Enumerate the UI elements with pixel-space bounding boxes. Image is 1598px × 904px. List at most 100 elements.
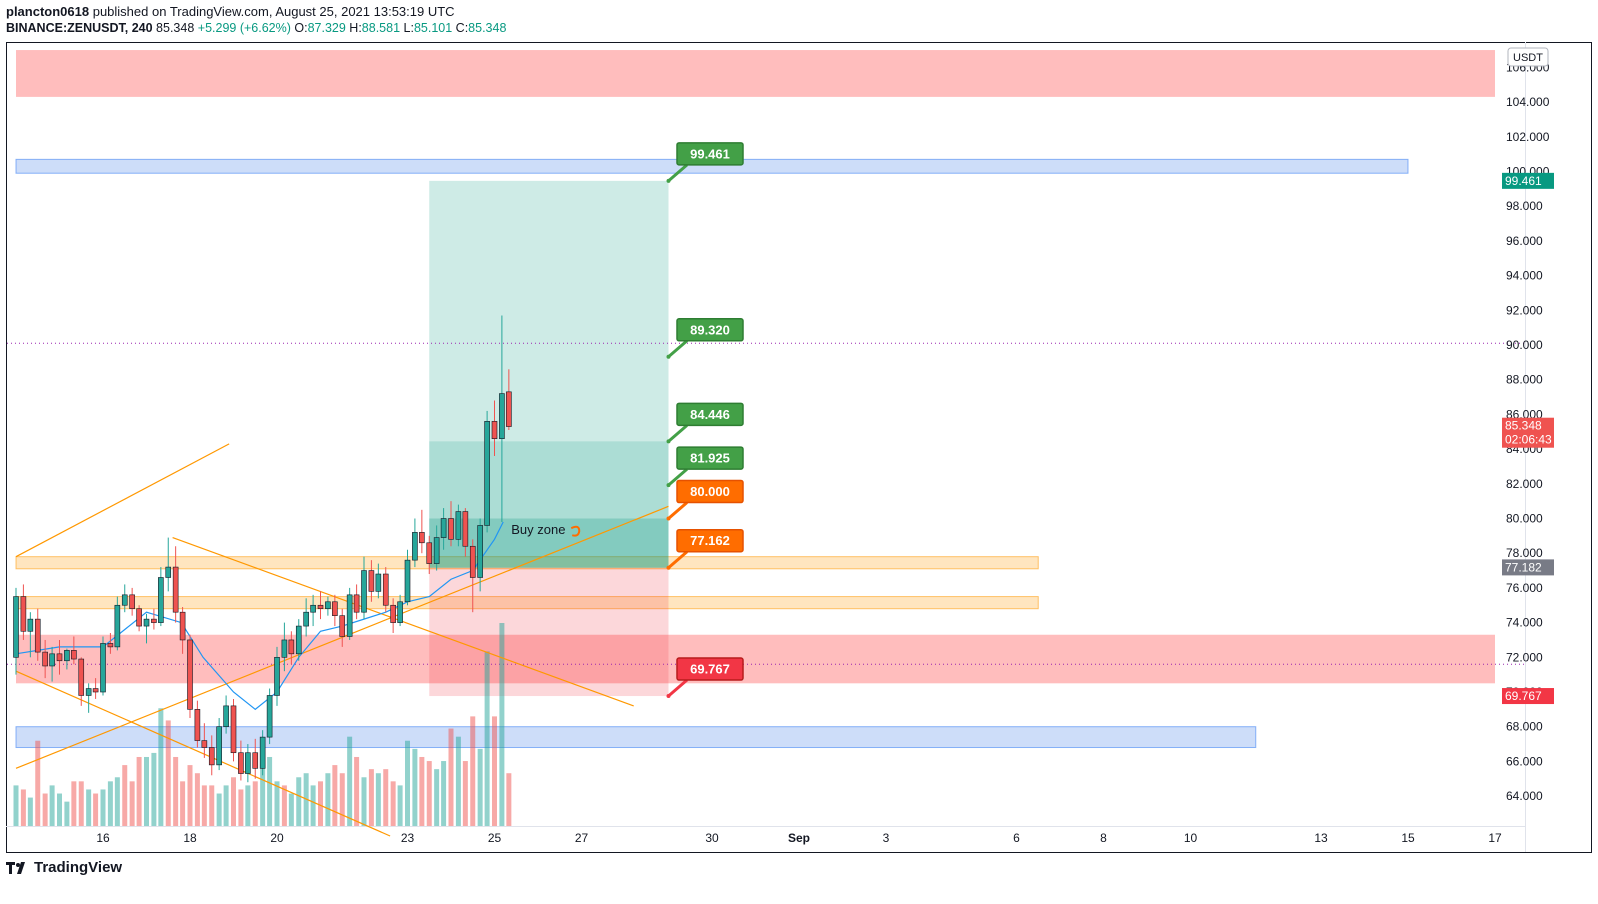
x-tick-label: 20 <box>270 831 284 845</box>
volume-bar <box>173 756 179 826</box>
y-tick-label: 96.000 <box>1506 234 1543 248</box>
candle <box>325 596 331 616</box>
price-callout-target[interactable]: 89.320 <box>666 318 744 359</box>
callout-box <box>676 479 744 504</box>
callout-anchor <box>666 178 671 183</box>
candle-body <box>295 625 302 655</box>
candle <box>259 730 266 776</box>
x-tick-label: 3 <box>883 831 890 845</box>
candle-body <box>491 421 498 439</box>
resistance-zone-0[interactable] <box>16 50 1495 97</box>
x-tick-label: 17 <box>1488 831 1502 845</box>
candle-body <box>49 653 55 667</box>
y-tick-label: 78.000 <box>1506 546 1543 560</box>
publish-line: plancton0618 published on TradingView.co… <box>6 4 455 19</box>
high-label: H: <box>349 21 362 35</box>
candle <box>477 518 483 592</box>
volume-bar <box>122 765 128 826</box>
volume-bar <box>194 773 200 826</box>
x-tick-label: 30 <box>705 831 719 845</box>
candle <box>469 539 476 613</box>
published-text: published on TradingView.com, August 25,… <box>92 4 455 19</box>
y-tick-label: 68.000 <box>1506 720 1543 734</box>
price-callout-entry[interactable]: 77.162 <box>666 528 744 570</box>
callout-pointer <box>667 501 688 520</box>
candle <box>397 594 403 627</box>
volume-bar <box>434 769 440 826</box>
candle <box>100 636 106 696</box>
callout-value: 80.000 <box>690 484 730 499</box>
volume-bar <box>310 785 316 826</box>
y-tick-label: 92.000 <box>1506 303 1543 317</box>
support-zone-5[interactable] <box>15 726 1257 749</box>
y-tick-label: 90.000 <box>1506 338 1543 352</box>
author-name[interactable]: plancton0618 <box>6 4 90 19</box>
price-callout-entry[interactable]: 80.000 <box>666 479 744 521</box>
candle-body <box>339 615 346 637</box>
symbol-name[interactable]: BINANCE:ZENUSDT, 240 <box>6 21 153 35</box>
candle-body <box>216 726 222 766</box>
candle <box>230 698 237 762</box>
candle-body <box>187 639 193 710</box>
price-callout-stop[interactable]: 69.767 <box>666 657 744 699</box>
price-callout-target[interactable]: 99.461 <box>666 142 744 183</box>
candle-body <box>426 542 433 564</box>
volume-bar <box>477 748 483 826</box>
candle-body <box>390 604 396 623</box>
position-profit-area[interactable] <box>429 180 669 568</box>
y-tick-label: 76.000 <box>1506 581 1543 595</box>
buy-zone-label: Buy zone <box>511 522 565 537</box>
badge-background <box>1502 417 1554 448</box>
y-tick-label: 82.000 <box>1506 477 1543 491</box>
candle-body <box>230 705 237 754</box>
badge-background <box>1502 688 1554 705</box>
callout-box <box>676 402 744 427</box>
price-callout-target[interactable]: 84.446 <box>666 402 744 444</box>
candle <box>491 400 498 457</box>
volume-bar <box>107 781 113 826</box>
candle-body <box>100 643 106 693</box>
candle-body <box>20 596 27 632</box>
position-loss-area[interactable] <box>429 567 669 697</box>
trendline-1[interactable] <box>15 670 391 837</box>
x-tick-label: 10 <box>1184 831 1198 845</box>
badge-value: 99.461 <box>1505 174 1542 188</box>
volume-bar <box>448 728 454 826</box>
callout-anchor <box>666 565 671 570</box>
candle <box>27 612 34 658</box>
candle-body <box>78 658 85 696</box>
position-target2-area[interactable] <box>429 441 669 568</box>
callout-box <box>676 142 744 166</box>
volume-bar <box>347 736 353 826</box>
low-value: 85.101 <box>413 21 453 35</box>
candle <box>223 695 229 734</box>
position-entry-area[interactable] <box>429 518 669 568</box>
y-tick-label: 72.000 <box>1506 650 1543 664</box>
tradingview-logo[interactable]: TradingView <box>6 859 122 876</box>
callout-anchor <box>666 439 671 444</box>
candle <box>484 410 490 533</box>
candle <box>208 735 215 776</box>
currency-button[interactable]: USDT <box>1507 47 1549 67</box>
candle <box>165 537 172 592</box>
candle <box>136 605 142 632</box>
volume-bar <box>57 793 62 826</box>
candle <box>310 594 316 627</box>
x-tick-label: 8 <box>1100 831 1107 845</box>
trendline-0[interactable] <box>15 443 230 558</box>
candle <box>419 509 425 554</box>
candle-body <box>419 532 425 544</box>
candle <box>499 315 505 522</box>
callout-value: 84.446 <box>690 407 730 422</box>
candle <box>382 567 389 613</box>
trendline-2[interactable] <box>172 537 634 707</box>
candle <box>107 633 114 654</box>
volume-bar <box>20 789 26 826</box>
arrow-emoji-icon <box>570 525 581 537</box>
candle-body <box>252 752 259 769</box>
badge-value: 69.767 <box>1505 689 1542 703</box>
support-zone-4[interactable] <box>16 634 1495 684</box>
price-callout-target[interactable]: 81.925 <box>666 446 744 488</box>
